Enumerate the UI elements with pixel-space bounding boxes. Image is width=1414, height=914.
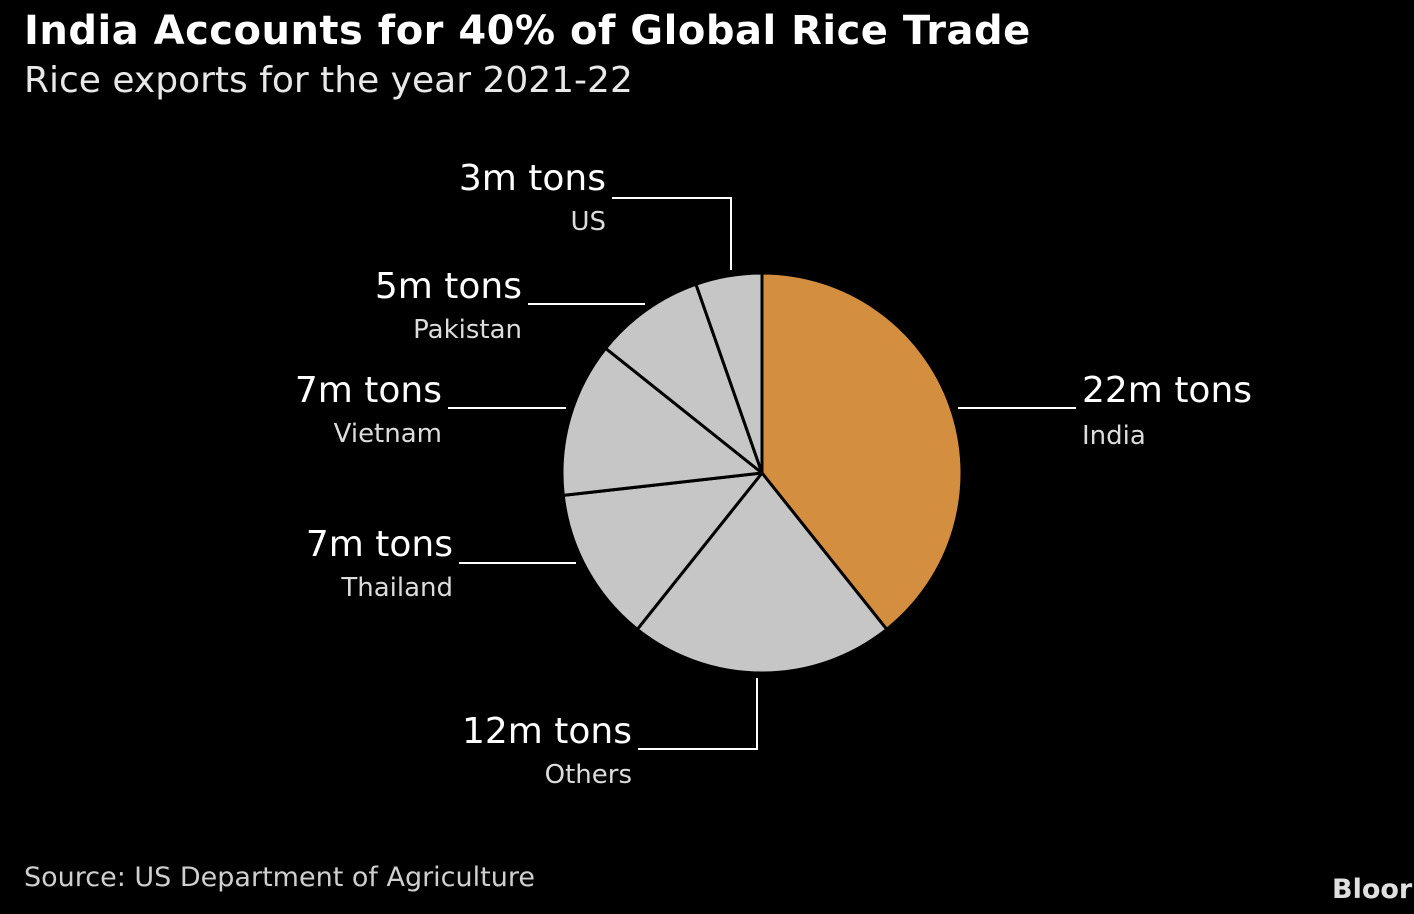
leader-line-others: [638, 678, 758, 750]
value-label-thailand: 7m tons: [306, 524, 453, 565]
category-label-vietnam: Vietnam: [334, 419, 442, 449]
pie-slices: [560, 271, 964, 675]
brand-logo: Bloor: [1332, 874, 1413, 905]
pie-slice-us: [694, 271, 764, 475]
value-label-india: 22m tons: [1082, 370, 1252, 411]
source-note: Source: US Department of Agriculture: [24, 862, 535, 893]
value-label-others: 12m tons: [462, 711, 632, 752]
pie-slice-thailand: [561, 471, 764, 631]
category-label-india: India: [1082, 421, 1146, 451]
value-label-us: 3m tons: [459, 158, 606, 199]
pie-slice-vietnam: [560, 346, 764, 497]
slice-labels: 22m tons India 12m tons Others 7m tons Thaila…: [295, 158, 1252, 790]
value-label-vietnam: 7m tons: [295, 370, 442, 411]
pie-slice-india: [760, 271, 964, 631]
chart-subtitle: Rice exports for the year 2021-22: [24, 60, 633, 101]
category-label-pakistan: Pakistan: [413, 315, 522, 345]
leader-lines: [448, 197, 1076, 750]
value-label-pakistan: 5m tons: [375, 266, 522, 307]
chart-title: India Accounts for 40% of Global Rice Tr…: [24, 8, 1031, 54]
leader-line-us: [612, 197, 732, 270]
pie-slice-pakistan: [604, 282, 764, 475]
category-label-thailand: Thailand: [340, 573, 453, 603]
category-label-others: Others: [545, 760, 632, 790]
category-label-us: US: [570, 207, 606, 237]
pie-slice-others: [635, 471, 889, 675]
